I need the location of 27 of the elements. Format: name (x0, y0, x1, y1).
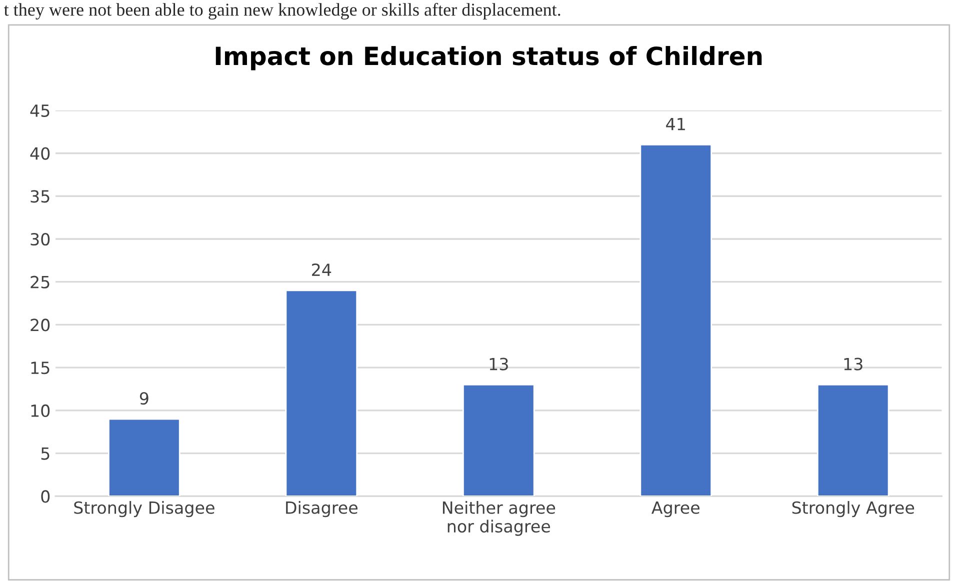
bar (108, 418, 180, 496)
bar (462, 384, 535, 496)
bar (816, 384, 890, 496)
data-label: 24 (312, 263, 332, 276)
data-label: 41 (666, 118, 685, 130)
data-label: 9 (140, 392, 148, 405)
y-tick-label: 35 (30, 190, 50, 203)
x-tick-label: Disagree (286, 501, 358, 518)
y-tick-label: 5 (41, 447, 50, 460)
y-tick-label: 15 (31, 362, 50, 374)
bar (285, 290, 358, 496)
y-tick-label: 25 (30, 276, 50, 288)
text: t they were not been able to gain new knowledge or skills after displacement. (4, 2, 560, 20)
x-tick-label: Strongly Agree (792, 501, 914, 518)
y-tick-label: 40 (30, 147, 50, 160)
y-tick-label: 10 (31, 404, 50, 418)
bar (640, 144, 712, 496)
x-tick-label: Neither agree nor disagree (442, 501, 556, 536)
x-tick-label: Agree (652, 502, 700, 518)
x-tick-label: Strongly Disagee (74, 501, 214, 518)
data-label: 13 (844, 358, 862, 370)
data-label: 13 (490, 358, 508, 370)
y-tick-label: 45 (30, 104, 50, 117)
y-tick-label: 20 (30, 318, 50, 332)
y-tick-label: 30 (30, 232, 50, 246)
y-tick-label: 0 (41, 490, 50, 503)
chart-title: Impact on Education status of Children (216, 46, 762, 70)
